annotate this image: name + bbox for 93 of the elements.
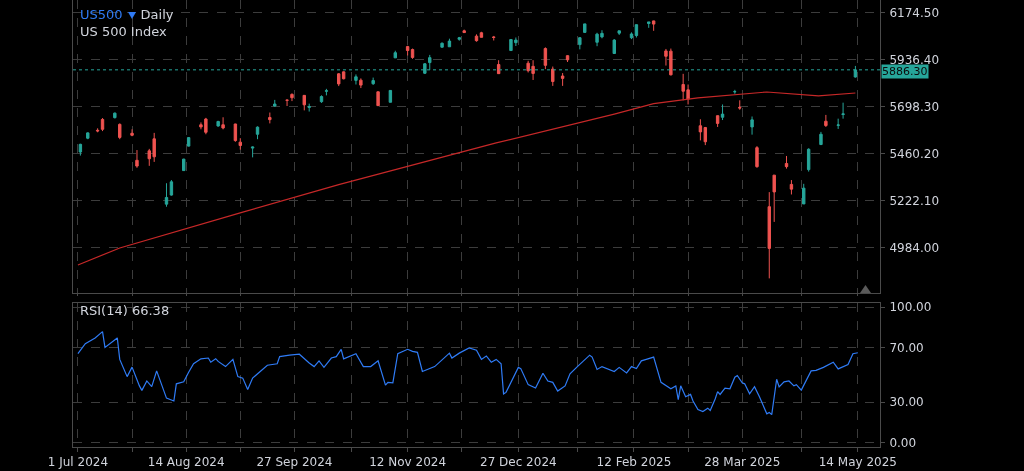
- candlestick: [221, 116, 225, 130]
- candlestick: [255, 125, 260, 140]
- candlestick: [393, 50, 398, 59]
- candlestick: [819, 131, 823, 146]
- candlestick: [182, 158, 186, 172]
- candlestick: [290, 92, 294, 102]
- candlestick: [405, 45, 410, 56]
- text: US500: [80, 7, 123, 22]
- candlestick: [492, 35, 496, 41]
- x-tick-label: 12 Nov 2024: [369, 455, 447, 470]
- candlestick: [634, 23, 639, 39]
- candlestick: [772, 174, 776, 223]
- y-tick-label: 0.00: [889, 436, 917, 451]
- y-tick-label: 5460.20: [889, 147, 940, 162]
- y-tick-label: 30.00: [889, 395, 924, 410]
- x-tick-label: 27 Dec 2024: [479, 455, 557, 470]
- candlestick: [100, 117, 105, 132]
- candlestick: [268, 112, 272, 124]
- candlestick: [802, 183, 806, 205]
- candlestick: [841, 102, 845, 120]
- x-tick-label: 14 Aug 2024: [147, 455, 225, 470]
- x-tick-label: 12 Feb 2025: [596, 455, 672, 470]
- candlestick: [560, 72, 565, 87]
- candlestick: [457, 36, 461, 42]
- candlestick: [755, 145, 759, 169]
- candlestick: [118, 122, 122, 140]
- candlestick: [462, 29, 466, 34]
- text: US 500 Index: [80, 23, 168, 40]
- candlestick: [238, 137, 243, 151]
- y-tick-label: 100.00: [889, 300, 932, 315]
- candlestick: [95, 127, 100, 133]
- x-tick-label: 28 Mar 2025: [704, 455, 781, 470]
- candlestick: [169, 179, 174, 197]
- candlestick: [806, 147, 811, 173]
- candlestick: [836, 118, 840, 130]
- candlestick: [447, 38, 452, 48]
- candlestick: [186, 136, 191, 147]
- candlestick: [135, 149, 139, 169]
- candlestick: [617, 30, 621, 36]
- candlestick: [784, 155, 789, 170]
- candlestick: [767, 191, 771, 279]
- candlestick: [578, 36, 582, 50]
- candlestick: [86, 131, 90, 140]
- candlestick: [651, 20, 656, 32]
- candlestick: [324, 88, 329, 96]
- candlestick: [302, 94, 306, 111]
- candlestick: [629, 31, 634, 40]
- candlestick: [733, 89, 737, 95]
- candlestick: [371, 77, 375, 86]
- candlestick: [720, 103, 725, 121]
- candlestick: [307, 103, 311, 113]
- ref-line-label: 5886.30: [882, 65, 928, 78]
- candlestick: [789, 179, 794, 195]
- x-tick-label: 27 Sep 2024: [256, 455, 333, 470]
- y-tick-label: 6174.50: [889, 6, 940, 21]
- candlestick: [440, 41, 444, 49]
- annotation: Daily: [140, 7, 174, 22]
- x-tick-label: 1 Jul 2024: [47, 455, 109, 470]
- candlestick: [583, 23, 587, 34]
- candlestick: [354, 73, 358, 85]
- candlestick: [543, 46, 548, 70]
- candlestick: [496, 59, 501, 75]
- chart-title: RSI(14) 66.38: [80, 303, 170, 318]
- candlestick: [113, 112, 117, 119]
- x-tick-label: 14 May 2025: [818, 455, 897, 470]
- line-series: [77, 91, 856, 266]
- candlestick: [551, 66, 555, 87]
- candlestick: [130, 128, 134, 137]
- y-tick-label: 4984.00: [889, 241, 940, 256]
- candlestick: [216, 120, 220, 128]
- line-series: [77, 331, 859, 416]
- candlestick: [647, 21, 651, 29]
- candlestick: [698, 118, 703, 141]
- y-tick-label: 5698.30: [889, 100, 940, 115]
- y-tick-label: 70.00: [889, 341, 924, 356]
- candlestick: [474, 33, 479, 43]
- candlestick: [715, 115, 720, 128]
- candlestick: [738, 99, 742, 111]
- candlestick: [273, 99, 277, 108]
- candlestick: [78, 143, 83, 157]
- y-tick-label: 5222.10: [889, 194, 940, 209]
- candlestick: [359, 77, 363, 89]
- y-tick-label: 5936.40: [889, 53, 940, 68]
- candlestick: [250, 146, 255, 158]
- candlestick: [233, 123, 238, 143]
- candlestick: [824, 114, 828, 128]
- candlestick: [479, 31, 484, 38]
- candlestick: [612, 38, 616, 55]
- candlestick: [164, 182, 169, 208]
- candlestick: [750, 115, 754, 136]
- candlestick: [285, 99, 289, 107]
- candlestick: [376, 91, 380, 107]
- candlestick: [319, 94, 324, 104]
